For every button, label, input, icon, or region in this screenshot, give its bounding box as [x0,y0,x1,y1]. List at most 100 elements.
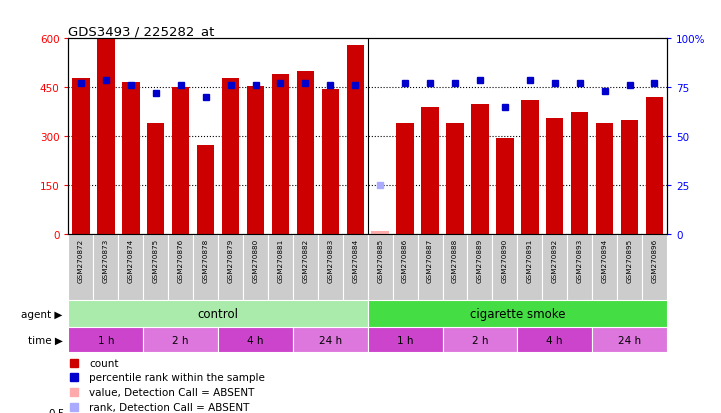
Bar [542,235,567,300]
Bar [592,235,617,300]
Bar [97,39,115,235]
Text: percentile rank within the sample: percentile rank within the sample [89,373,265,382]
Bar [492,235,518,300]
Text: agent ▶: agent ▶ [21,309,63,319]
Bar [243,235,268,300]
Text: control: control [198,307,239,320]
Text: GSM270878: GSM270878 [203,238,208,282]
Bar [172,88,190,235]
Bar [571,113,588,235]
Text: GSM270876: GSM270876 [177,238,184,282]
Text: value, Detection Call = ABSENT: value, Detection Call = ABSENT [89,387,255,397]
Bar [596,124,614,235]
Text: GSM270880: GSM270880 [252,238,259,282]
Bar [247,86,264,235]
Bar [421,108,439,235]
Bar [443,235,467,300]
Bar [368,300,667,328]
Text: GSM270872: GSM270872 [78,238,84,282]
Text: GSM270873: GSM270873 [103,238,109,282]
Bar [72,78,89,235]
Text: GSM270890: GSM270890 [502,238,508,282]
Bar [467,235,492,300]
Bar [397,124,414,235]
Bar [94,235,118,300]
Bar [218,235,243,300]
Bar [143,328,218,352]
Bar [496,139,513,235]
Bar [143,235,168,300]
Bar [446,124,464,235]
Text: 2 h: 2 h [172,335,189,345]
Text: rank, Detection Call = ABSENT: rank, Detection Call = ABSENT [89,402,249,412]
Text: 24 h: 24 h [618,335,641,345]
Text: GSM270874: GSM270874 [128,238,134,282]
Bar [118,235,143,300]
Bar [342,235,368,300]
Text: GDS3493 / 225282_at: GDS3493 / 225282_at [68,25,215,38]
Text: GSM270888: GSM270888 [452,238,458,282]
Bar [68,328,143,352]
Bar [293,235,318,300]
Bar [197,145,214,235]
Text: 4 h: 4 h [547,335,563,345]
Bar [521,101,539,235]
Text: GSM270896: GSM270896 [652,238,658,282]
Text: GSM270894: GSM270894 [601,238,608,282]
Bar [472,104,489,235]
Bar [393,235,417,300]
Bar [296,72,314,235]
Bar [567,235,592,300]
Bar [617,235,642,300]
Bar [592,328,667,352]
Bar [518,235,542,300]
Text: GSM270875: GSM270875 [153,238,159,282]
Bar [368,235,393,300]
Bar [642,235,667,300]
Bar [443,328,518,352]
Bar [222,78,239,235]
Bar [122,83,140,235]
Bar [68,235,94,300]
Text: 1 h: 1 h [397,335,413,345]
Text: GSM270892: GSM270892 [552,238,558,282]
Text: GSM270883: GSM270883 [327,238,333,282]
Bar [268,235,293,300]
Text: GSM270893: GSM270893 [577,238,583,282]
Bar [218,328,293,352]
Text: 24 h: 24 h [319,335,342,345]
Bar [417,235,443,300]
Bar [318,235,342,300]
Text: GSM270889: GSM270889 [477,238,483,282]
Bar [347,46,364,235]
Bar [168,235,193,300]
Text: GSM270895: GSM270895 [627,238,632,282]
Bar [322,90,339,235]
Text: GSM270886: GSM270886 [402,238,408,282]
Text: GSM270887: GSM270887 [427,238,433,282]
Bar [293,328,368,352]
Bar [621,121,638,235]
Text: time ▶: time ▶ [27,335,63,345]
Text: 1 h: 1 h [97,335,114,345]
Bar [546,119,563,235]
Bar [68,300,368,328]
Text: 2 h: 2 h [472,335,488,345]
Text: GSM270881: GSM270881 [278,238,283,282]
Text: GSM270891: GSM270891 [527,238,533,282]
Text: GSM270884: GSM270884 [353,238,358,282]
Bar [518,328,592,352]
Bar [272,75,289,235]
Bar [193,235,218,300]
Bar [368,328,443,352]
Bar [646,98,663,235]
Text: GSM270879: GSM270879 [228,238,234,282]
Text: GSM270882: GSM270882 [302,238,309,282]
Text: cigarette smoke: cigarette smoke [469,307,565,320]
Bar [371,232,389,235]
Text: 4 h: 4 h [247,335,264,345]
Text: 0.5: 0.5 [48,408,65,413]
Text: count: count [89,358,119,368]
Text: GSM270885: GSM270885 [377,238,383,282]
Bar [147,124,164,235]
